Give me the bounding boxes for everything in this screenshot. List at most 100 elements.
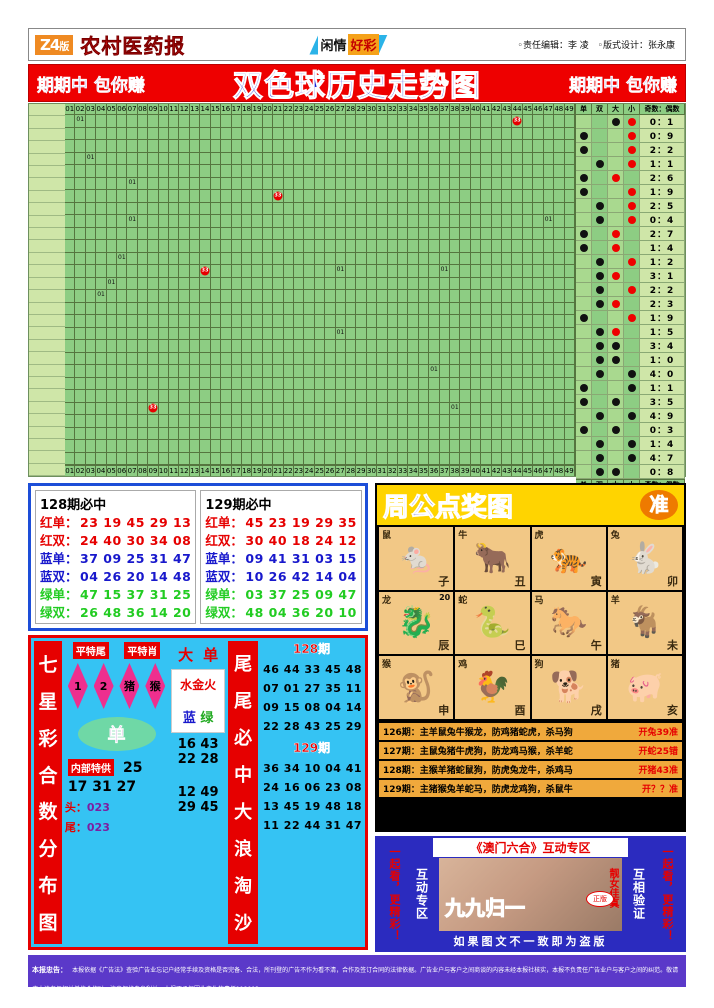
chart-cell	[232, 452, 242, 464]
chart-cell	[263, 290, 274, 302]
column-label: 19	[252, 466, 263, 476]
stats-dot-cell	[592, 115, 608, 128]
chart-cell	[148, 140, 159, 152]
chart-cell	[440, 240, 451, 252]
chart-cell	[533, 340, 544, 352]
section-tag: 闲情 好彩	[309, 34, 388, 55]
chart-cell	[533, 215, 544, 227]
vertical-title-char: 分	[38, 838, 58, 861]
chart-row: 01	[65, 177, 575, 190]
chart-cell	[419, 190, 430, 202]
chart-cell	[221, 215, 232, 227]
column-label: 05	[106, 466, 118, 476]
row-label: 绿单：	[40, 587, 78, 602]
chart-cell	[169, 227, 180, 239]
chart-cell	[96, 390, 107, 402]
number-line: 13 45 19 48 18	[263, 800, 363, 813]
chart-cell	[440, 202, 451, 214]
chart-cell	[471, 365, 482, 377]
column-label: 42	[491, 466, 503, 476]
chart-cell	[419, 290, 430, 302]
chart-cell	[190, 215, 201, 227]
column-label: 23	[294, 466, 305, 476]
chart-cell	[96, 352, 107, 364]
chart-cell	[315, 390, 326, 402]
chart-cell	[544, 240, 555, 252]
chart-cell	[502, 265, 513, 277]
chart-cell	[107, 190, 118, 202]
chart-cell	[440, 127, 451, 139]
chart-cell	[325, 165, 336, 177]
chart-cell	[325, 277, 336, 289]
column-label: 42	[491, 104, 503, 114]
chart-cell	[96, 202, 107, 214]
chart-cell	[242, 440, 253, 452]
chart-cell	[523, 327, 534, 339]
chart-cell	[398, 365, 409, 377]
chart-cell	[273, 252, 284, 264]
row-label-cell	[29, 377, 65, 390]
chart-cell	[336, 352, 346, 364]
chart-cell	[471, 340, 482, 352]
chart-cell: 01	[127, 215, 138, 227]
chart-cell	[96, 415, 107, 427]
chart-cell	[65, 190, 76, 202]
row-label-cell	[29, 116, 65, 129]
chart-cell	[242, 215, 253, 227]
advertisement-banner[interactable]: 一起看，更精彩！ 互动专区 《澳门六合》互动专区 九九归一 靓女佳真 正版 如果…	[375, 836, 686, 952]
chart-cell	[398, 115, 409, 127]
chart-cell	[471, 127, 482, 139]
chart-cell	[429, 340, 440, 352]
ad-left-inner: 互动专区	[411, 838, 433, 950]
tail-row: 尾：023	[65, 819, 168, 835]
chart-cell	[252, 302, 263, 314]
chart-cell	[346, 440, 357, 452]
tag-orange-text: 好彩	[348, 34, 379, 55]
chart-cell	[75, 427, 86, 439]
black-dot-icon	[595, 257, 604, 266]
chart-cell	[117, 202, 128, 214]
chart-cell: 33	[200, 265, 211, 277]
stats-dot-cell	[608, 325, 624, 338]
chart-cell	[179, 290, 190, 302]
chart-cell	[471, 165, 482, 177]
ad-logo: 九九归一	[445, 892, 526, 921]
odd-even-ratio: 3：5	[640, 395, 685, 408]
chart-cell	[565, 127, 575, 139]
chart-cell	[356, 427, 367, 439]
chart-cell	[565, 402, 575, 414]
chart-cell	[471, 302, 482, 314]
chart-cell	[419, 202, 430, 214]
chart-cell	[336, 402, 346, 414]
chart-cell	[315, 202, 326, 214]
chart-cell	[148, 427, 159, 439]
chart-cell	[388, 152, 398, 164]
chart-cell	[408, 227, 419, 239]
chart-cell	[75, 377, 86, 389]
chart-cell	[367, 440, 378, 452]
chart-cell	[284, 265, 294, 277]
chart-cell	[211, 402, 222, 414]
row-label-cell	[29, 216, 65, 229]
chart-cell	[492, 115, 503, 127]
chart-cell	[533, 290, 544, 302]
chart-cell	[159, 290, 170, 302]
odd-even-ratio: 1：0	[640, 353, 685, 366]
chart-cell	[419, 415, 430, 427]
chart-cell	[232, 152, 242, 164]
chart-cell	[107, 227, 118, 239]
chart-cell	[75, 165, 86, 177]
page-footer: 本报忠告： 本报依据《广告法》查验广告业忘记户经常手续及资格是否完备、合法，所刊…	[28, 955, 686, 993]
chart-cell	[190, 252, 201, 264]
chart-cell	[159, 277, 170, 289]
chart-cell	[179, 115, 190, 127]
chart-cell	[304, 202, 315, 214]
chart-row: 01 33	[65, 115, 575, 128]
chart-cell	[429, 152, 440, 164]
chart-cell	[565, 240, 575, 252]
chart-cell	[294, 415, 305, 427]
chart-cell	[388, 227, 398, 239]
chart-cell	[565, 115, 575, 127]
black-dot-icon	[611, 117, 620, 126]
chart-cell	[471, 140, 482, 152]
